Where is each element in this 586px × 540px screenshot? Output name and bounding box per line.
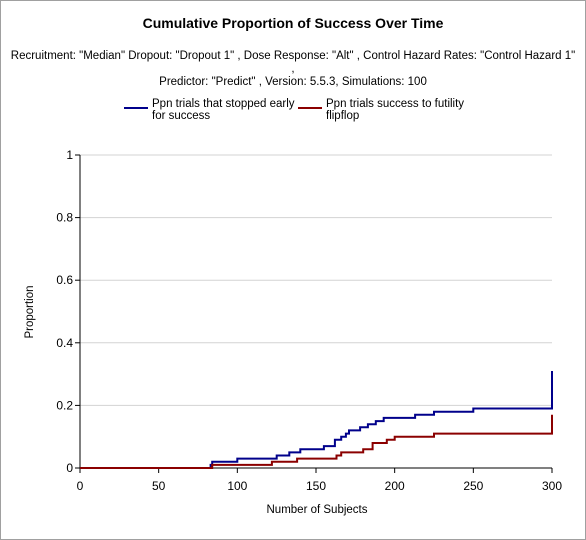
legend-label-flipflop-line-2: flipflop [326, 110, 360, 122]
legend-label-success-line-1: Ppn trials that stopped early [152, 98, 295, 110]
x-tick-label: 100 [227, 479, 247, 493]
legend-label-success-line-2: for success [152, 110, 211, 122]
y-tick-label: 0.4 [56, 336, 73, 350]
x-tick-label: 200 [385, 479, 405, 493]
x-tick-label: 150 [306, 479, 326, 493]
legend-swatch-flipflop [298, 107, 322, 109]
subtitle-line-2: Predictor: "Predict" , Version: 5.5.3, S… [159, 76, 427, 88]
x-tick-label: 50 [152, 479, 166, 493]
chart-title: Cumulative Proportion of Success Over Ti… [142, 15, 444, 31]
y-tick-label: 0.8 [56, 211, 73, 225]
y-tick-label: 0.2 [56, 398, 73, 412]
y-tick-label: 1 [66, 148, 73, 162]
x-tick-label: 250 [463, 479, 483, 493]
legend-swatch-success [124, 107, 148, 109]
y-tick-label: 0 [66, 461, 73, 475]
series-line-flipflop [80, 414, 553, 469]
y-tick-label: 0.6 [56, 273, 73, 287]
x-tick-label: 0 [77, 479, 84, 493]
subtitle-line-1: Recruitment: "Median" Dropout: "Dropout … [10, 50, 576, 75]
legend-entry-flipflop: Ppn trials success to futility flipflop [326, 98, 464, 122]
legend-entry-success: Ppn trials that stopped early for succes… [152, 98, 295, 122]
chart-subtitle: Recruitment: "Median" Dropout: "Dropout … [8, 50, 578, 89]
legend-label-flipflop-line-1: Ppn trials success to futility [326, 98, 465, 110]
x-tick-label: 300 [542, 479, 562, 493]
series-line-success [80, 371, 553, 469]
x-axis-label: Number of Subjects [266, 504, 368, 516]
